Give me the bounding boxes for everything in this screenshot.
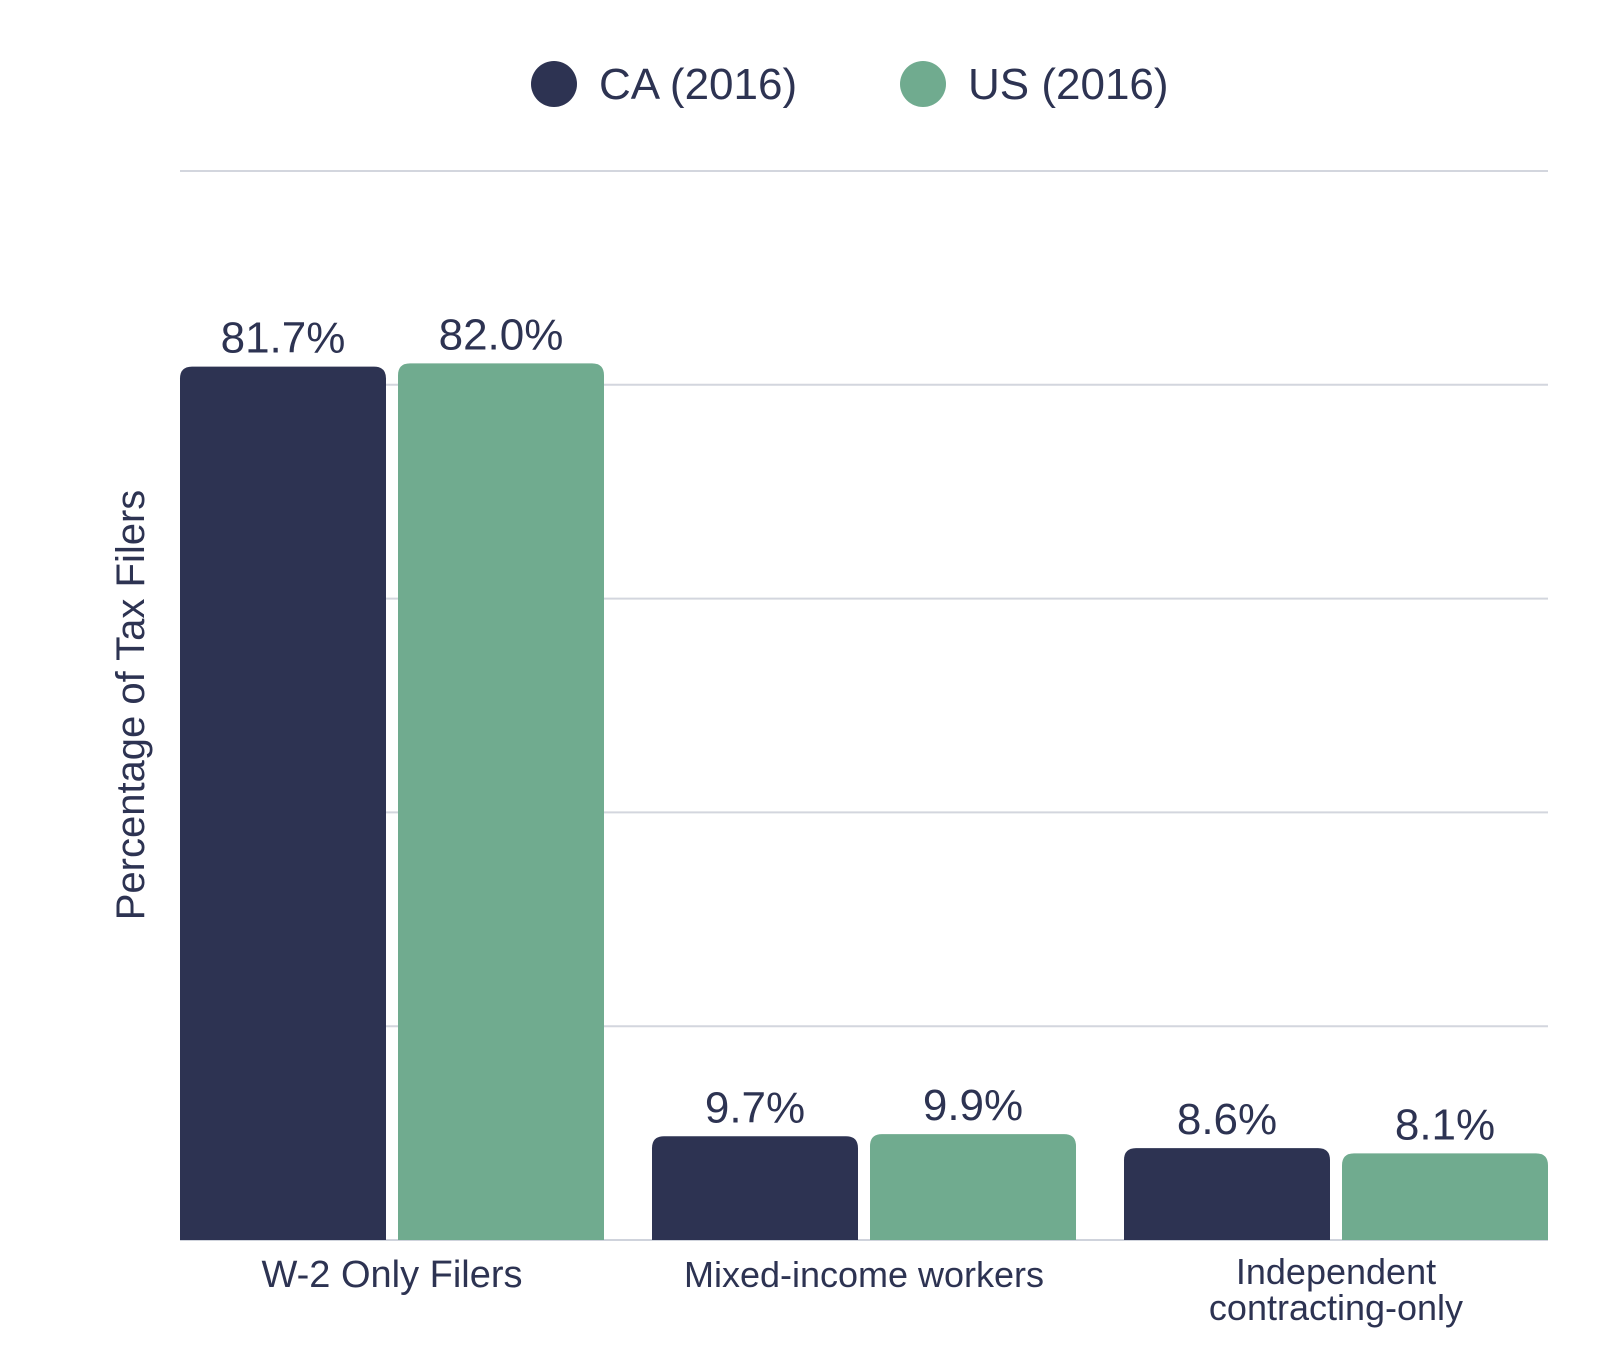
legend-item-0: CA (2016) — [531, 60, 797, 109]
value-labels: 81.7% 82.0% 9.7% 9.9% 8.6% 8.1% — [221, 310, 1496, 1149]
bar-1-1 — [870, 1134, 1076, 1240]
legend: CA (2016) US (2016) — [531, 60, 1169, 109]
category-label-0: W-2 Only Filers — [261, 1254, 522, 1296]
legend-item-1: US (2016) — [900, 60, 1169, 109]
bar-2-0 — [1124, 1148, 1330, 1240]
category-labels: W-2 Only Filers Mixed-income workers Indep… — [261, 1251, 1463, 1328]
value-label-0-1: 82.0% — [439, 310, 564, 359]
category-label-2-line-1: contracting-only — [1209, 1287, 1463, 1328]
value-label-1-1: 9.9% — [923, 1081, 1023, 1130]
legend-label-0: CA (2016) — [599, 60, 797, 109]
legend-swatch-1 — [900, 61, 946, 107]
bar-2-1 — [1342, 1153, 1548, 1240]
bar-1-0 — [652, 1136, 858, 1240]
legend-swatch-0 — [531, 61, 577, 107]
bars — [180, 363, 1548, 1240]
value-label-2-1: 8.1% — [1395, 1100, 1495, 1149]
category-label-2-line-0: Independent — [1236, 1251, 1436, 1292]
category-label-1: Mixed-income workers — [684, 1254, 1044, 1295]
bar-0-1 — [398, 363, 604, 1240]
value-label-0-0: 81.7% — [221, 314, 346, 363]
legend-label-1: US (2016) — [968, 60, 1169, 109]
bar-0-0 — [180, 366, 386, 1240]
value-label-2-0: 8.6% — [1177, 1095, 1277, 1144]
y-axis-label: Percentage of Tax Filers — [109, 490, 153, 921]
value-label-1-0: 9.7% — [705, 1083, 805, 1132]
